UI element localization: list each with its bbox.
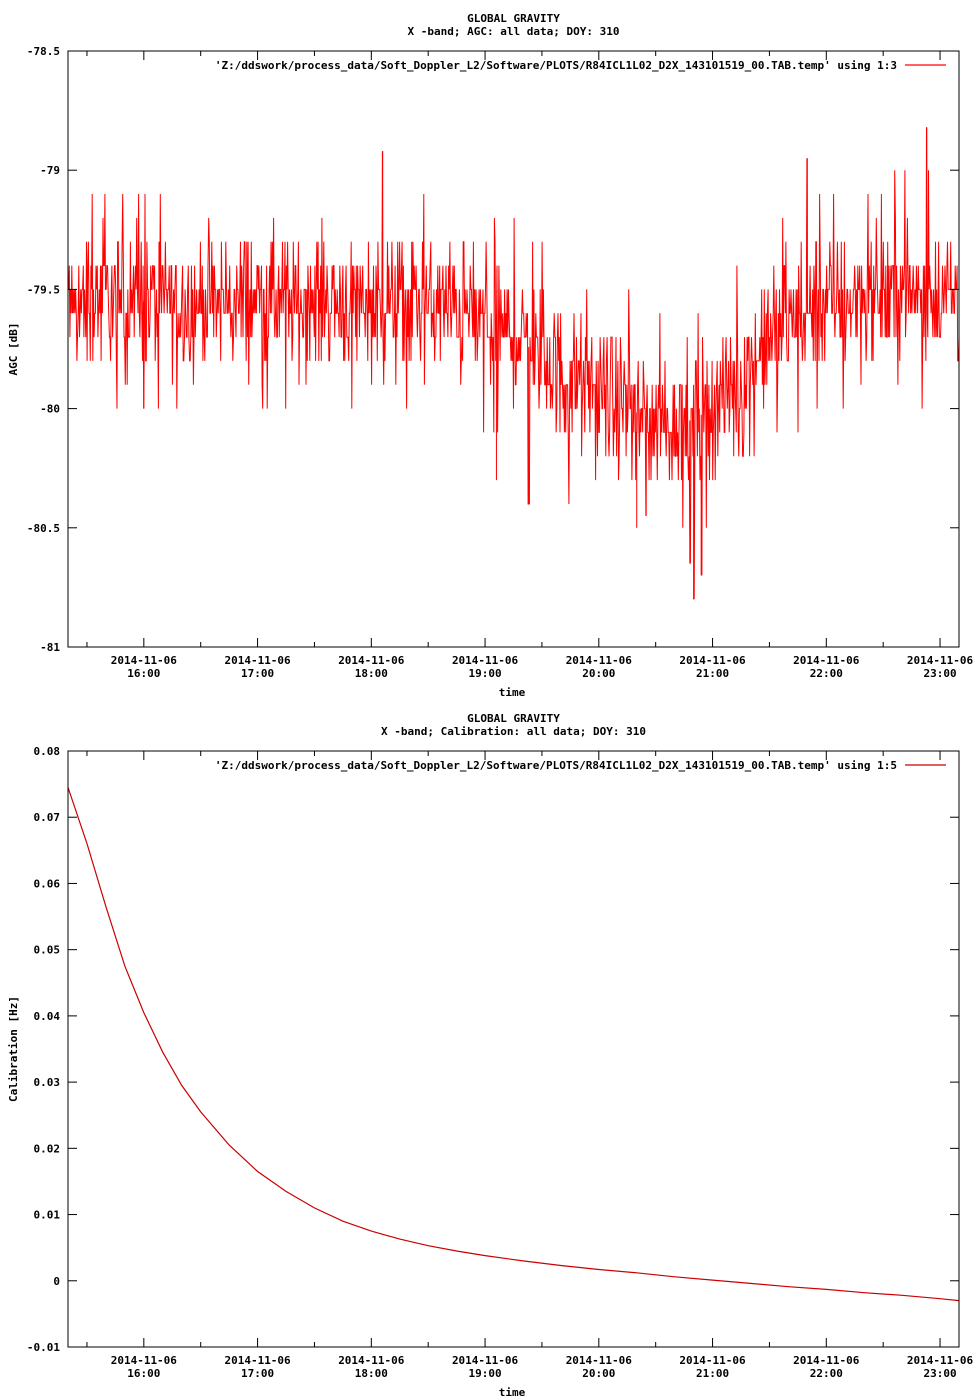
y-tick-label: 0.03 xyxy=(34,1076,61,1089)
x-tick-label-time: 22:00 xyxy=(810,1367,843,1380)
plot-frame xyxy=(67,750,960,1348)
chart-title: GLOBAL GRAVITY xyxy=(467,12,560,25)
x-tick-label-time: 18:00 xyxy=(355,667,388,680)
x-tick-label-time: 21:00 xyxy=(696,667,729,680)
chart-subtitle: X -band; Calibration: all data; DOY: 310 xyxy=(381,725,646,738)
y-tick-label: 0.01 xyxy=(34,1209,61,1222)
x-tick-label-date: 2014-11-06 xyxy=(224,1354,291,1367)
y-tick-label: -0.01 xyxy=(27,1341,60,1354)
x-tick-label-date: 2014-11-06 xyxy=(338,1354,405,1367)
y-tick-label: 0.07 xyxy=(34,811,61,824)
x-tick-label-time: 17:00 xyxy=(241,1367,274,1380)
chart-title: GLOBAL GRAVITY xyxy=(467,712,560,725)
x-tick-label-time: 20:00 xyxy=(582,667,615,680)
x-tick-label-time: 23:00 xyxy=(923,1367,956,1380)
x-tick-label-date: 2014-11-06 xyxy=(907,654,974,667)
x-tick-label-time: 17:00 xyxy=(241,667,274,680)
legend-label: 'Z:/ddswork/process_data/Soft_Doppler_L2… xyxy=(215,59,897,72)
y-tick-label: -80 xyxy=(40,403,60,416)
series-line-1 xyxy=(68,787,959,1302)
x-tick-label-date: 2014-11-06 xyxy=(452,1354,519,1367)
x-tick-label-time: 18:00 xyxy=(355,1367,388,1380)
x-axis-label: time xyxy=(499,1386,526,1399)
x-tick-label-date: 2014-11-06 xyxy=(566,654,633,667)
x-tick-label-time: 23:00 xyxy=(923,667,956,680)
y-tick-label: -79 xyxy=(40,164,60,177)
y-tick-label: 0 xyxy=(53,1275,60,1288)
x-axis-label: time xyxy=(499,686,526,699)
y-tick-label: -79.5 xyxy=(27,283,60,296)
x-tick-label-date: 2014-11-06 xyxy=(338,654,405,667)
y-tick-label: -81 xyxy=(40,641,60,654)
y-tick-label: 0.08 xyxy=(34,745,61,758)
series-line-1 xyxy=(68,127,959,600)
y-tick-label: 0.02 xyxy=(34,1142,61,1155)
x-tick-label-date: 2014-11-06 xyxy=(111,1354,178,1367)
x-tick-label-time: 16:00 xyxy=(127,1367,160,1380)
y-tick-label: 0.05 xyxy=(34,944,61,957)
chart-subtitle: X -band; AGC: all data; DOY: 310 xyxy=(408,25,620,38)
y-tick-label: -80.5 xyxy=(27,522,60,535)
x-tick-label-time: 22:00 xyxy=(810,667,843,680)
y-axis-label: AGC [dB] xyxy=(7,323,20,376)
x-tick-label-time: 16:00 xyxy=(127,667,160,680)
x-tick-label-date: 2014-11-06 xyxy=(793,1354,860,1367)
legend-label: 'Z:/ddswork/process_data/Soft_Doppler_L2… xyxy=(215,759,897,772)
x-tick-label-date: 2014-11-06 xyxy=(793,654,860,667)
x-tick-label-time: 20:00 xyxy=(582,1367,615,1380)
x-tick-label-date: 2014-11-06 xyxy=(111,654,178,667)
y-tick-label: 0.06 xyxy=(34,877,61,890)
y-tick-label: 0.04 xyxy=(34,1010,61,1023)
x-tick-label-time: 21:00 xyxy=(696,1367,729,1380)
x-tick-label-date: 2014-11-06 xyxy=(679,1354,746,1367)
x-tick-label-date: 2014-11-06 xyxy=(907,1354,974,1367)
x-tick-label-time: 19:00 xyxy=(469,1367,502,1380)
y-tick-label: -78.5 xyxy=(27,45,60,58)
x-tick-label-time: 19:00 xyxy=(469,667,502,680)
x-tick-label-date: 2014-11-06 xyxy=(566,1354,633,1367)
y-axis-label: Calibration [Hz] xyxy=(7,996,20,1102)
x-tick-label-date: 2014-11-06 xyxy=(679,654,746,667)
x-tick-label-date: 2014-11-06 xyxy=(224,654,291,667)
plot-frame xyxy=(67,50,960,648)
x-tick-label-date: 2014-11-06 xyxy=(452,654,519,667)
